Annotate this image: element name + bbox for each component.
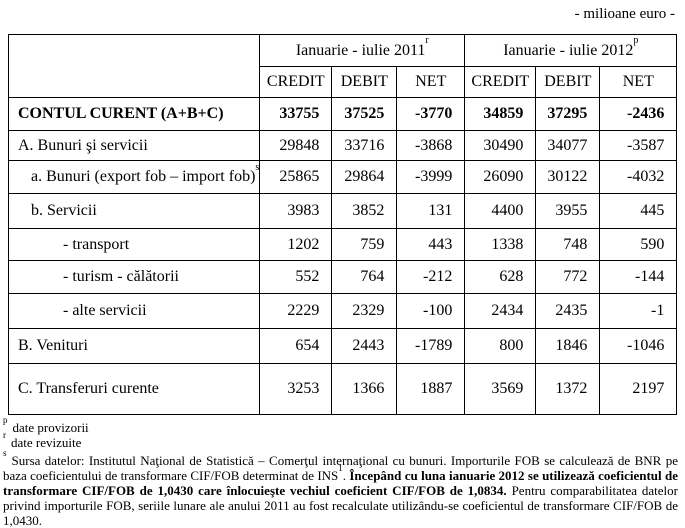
group-header-row: Ianuarie - iulie 2011r Ianuarie - iulie … — [7, 34, 678, 98]
value-cell: 3852 — [331, 193, 398, 229]
footnote-provisional: pdate provizorii — [3, 414, 89, 435]
value-cell: 131 — [396, 193, 466, 229]
value-cell: 552 — [259, 260, 333, 294]
value-cell: 25865 — [259, 160, 333, 194]
row-label: - transport — [7, 228, 261, 261]
table-row-current-transfers: C. Transferuri curente 3253 1366 1887 35… — [7, 363, 678, 415]
row-label: CONTUL CURENT (A+B+C) — [7, 97, 261, 131]
column-group-2012: Ianuarie - iulie 2012p — [464, 34, 678, 67]
value-cell: 445 — [599, 193, 678, 229]
row-label: - turism - călătorii — [7, 260, 261, 294]
table-row-tourism: - turism - călătorii 552 764 -212 628 77… — [7, 260, 678, 294]
value-cell: 628 — [464, 260, 537, 294]
value-cell: 1846 — [535, 328, 601, 364]
value-cell: 3253 — [259, 363, 333, 415]
value-cell: -1789 — [396, 328, 466, 364]
value-cell: -2436 — [599, 97, 678, 131]
unit-note: - milioane euro - — [574, 6, 675, 22]
column-header-net-2012: NET — [599, 66, 678, 98]
row-label: C. Transferuri curente — [7, 363, 261, 415]
value-cell: -212 — [396, 260, 466, 294]
column-group-2011: Ianuarie - iulie 2011r — [259, 34, 466, 67]
table-row-services: b. Servicii 3983 3852 131 4400 3955 445 — [7, 193, 678, 229]
balance-of-payments-table: Ianuarie - iulie 2011r Ianuarie - iulie … — [7, 34, 678, 415]
footnote-revised: rdate revizuite — [3, 429, 82, 450]
table-row-goods: a. Bunuri (export fob – import fob)s 258… — [7, 160, 678, 194]
value-cell: -100 — [396, 293, 466, 329]
value-cell: 30122 — [535, 160, 601, 194]
value-cell: -3587 — [599, 130, 678, 161]
value-cell: 759 — [331, 228, 398, 261]
corner-cell — [7, 34, 261, 98]
table-row-transport: - transport 1202 759 443 1338 748 590 — [7, 228, 678, 261]
value-cell: -1046 — [599, 328, 678, 364]
provisional-superscript: p — [633, 35, 639, 47]
row-label: A. Bunuri şi servicii — [7, 130, 261, 161]
value-cell: 2434 — [464, 293, 537, 329]
sub-header-row: CREDIT DEBIT NET CREDIT DEBIT NET — [9, 66, 678, 98]
value-cell: -3868 — [396, 130, 466, 161]
footnotes: pdate provizorii rdate revizuite sSursa … — [3, 414, 679, 528]
value-cell: 37295 — [535, 97, 601, 131]
value-cell: 33755 — [259, 97, 333, 131]
value-cell: 3569 — [464, 363, 537, 415]
table-row-other-services: - alte servicii 2229 2329 -100 2434 2435… — [7, 293, 678, 329]
value-cell: 590 — [599, 228, 678, 261]
value-cell: -3770 — [396, 97, 466, 131]
column-header-credit-2012: CREDIT — [464, 66, 537, 98]
value-cell: 2197 — [599, 363, 678, 415]
column-header-credit-2011: CREDIT — [259, 66, 333, 98]
value-cell: 443 — [396, 228, 466, 261]
row-label: B. Venituri — [7, 328, 261, 364]
value-cell: 33716 — [331, 130, 398, 161]
table-row-current-account: CONTUL CURENT (A+B+C) 33755 37525 -3770 … — [7, 97, 678, 131]
value-cell: 30490 — [464, 130, 537, 161]
value-cell: 1372 — [535, 363, 601, 415]
value-cell: 1202 — [259, 228, 333, 261]
column-header-debit-2012: DEBIT — [535, 66, 601, 98]
revised-superscript: r — [425, 35, 429, 47]
value-cell: 764 — [331, 260, 398, 294]
value-cell: 37525 — [331, 97, 398, 131]
footnote-source: sSursa datelor: Institutul Naţional de S… — [3, 447, 679, 528]
value-cell: 2443 — [331, 328, 398, 364]
value-cell: 29864 — [331, 160, 398, 194]
value-cell: 654 — [259, 328, 333, 364]
column-header-debit-2011: DEBIT — [331, 66, 398, 98]
value-cell: -1 — [599, 293, 678, 329]
table-row-goods-and-services: A. Bunuri şi servicii 29848 33716 -3868 … — [7, 130, 678, 161]
value-cell: -144 — [599, 260, 678, 294]
column-header-net-2011: NET — [396, 66, 466, 98]
value-cell: 2229 — [259, 293, 333, 329]
value-cell: 34859 — [464, 97, 537, 131]
table-row-income: B. Venituri 654 2443 -1789 800 1846 -104… — [7, 328, 678, 364]
value-cell: -4032 — [599, 160, 678, 194]
row-label: b. Servicii — [7, 193, 261, 229]
value-cell: 26090 — [464, 160, 537, 194]
value-cell: 3955 — [535, 193, 601, 229]
ins-superscript: 1 — [338, 462, 343, 473]
value-cell: 1366 — [331, 363, 398, 415]
row-label: - alte servicii — [7, 293, 261, 329]
row-label: a. Bunuri (export fob – import fob)s — [7, 160, 261, 194]
source-superscript: s — [255, 161, 260, 173]
value-cell: 748 — [535, 228, 601, 261]
value-cell: 3983 — [259, 193, 333, 229]
value-cell: 1887 — [396, 363, 466, 415]
value-cell: 4400 — [464, 193, 537, 229]
value-cell: 2435 — [535, 293, 601, 329]
value-cell: 772 — [535, 260, 601, 294]
value-cell: 1338 — [464, 228, 537, 261]
value-cell: 29848 — [259, 130, 333, 161]
value-cell: -3999 — [396, 160, 466, 194]
value-cell: 2329 — [331, 293, 398, 329]
value-cell: 34077 — [535, 130, 601, 161]
value-cell: 800 — [464, 328, 537, 364]
